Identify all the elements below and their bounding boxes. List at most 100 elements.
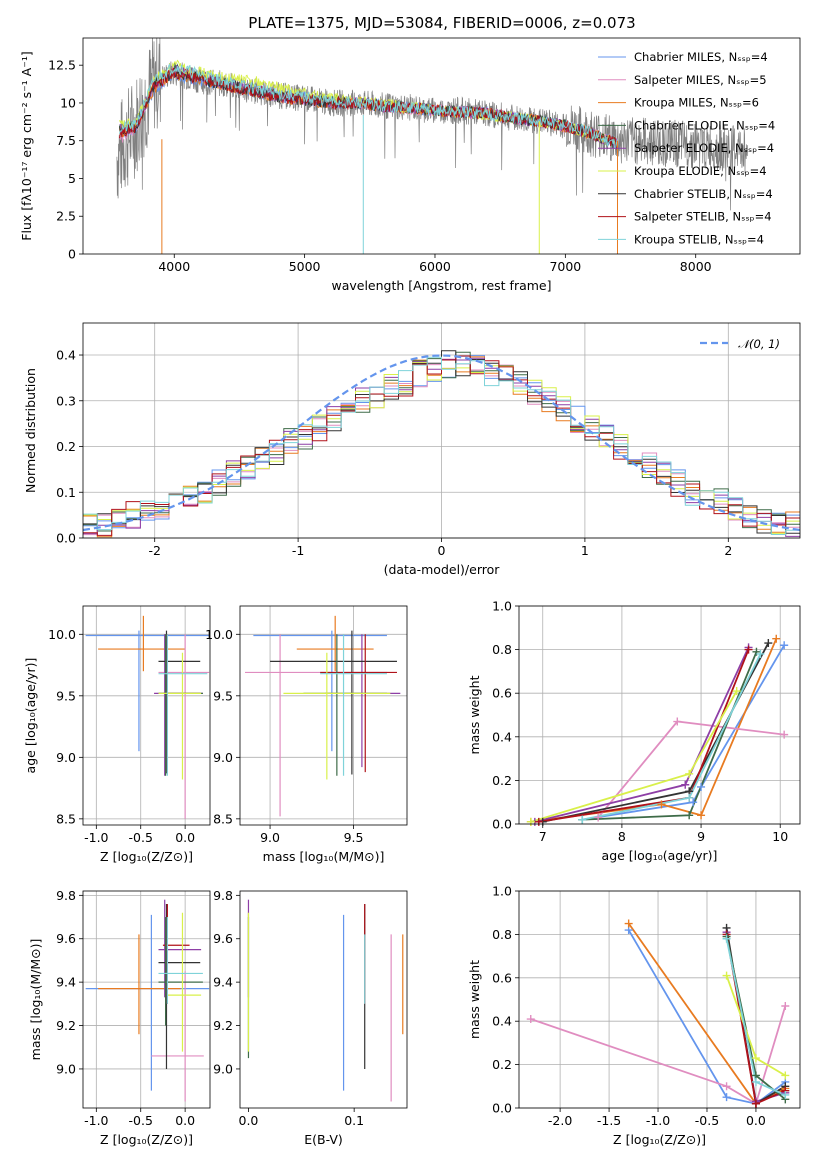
residuals-x-axis-label: (data-model)/error	[384, 562, 501, 577]
mass-vs-z-y-tick-label: 9.0	[56, 1061, 76, 1076]
mass-weight-vs-age-point-marker	[534, 817, 543, 826]
mass-vs-ebv-x-axis-label: E(B-V)	[304, 1132, 343, 1147]
age-vs-z-y-axis-label: age [log₁₀(age/yr)]	[23, 658, 38, 774]
spectrum-x-tick-label: 4000	[158, 259, 190, 274]
spectrum-y-tick-label: 10	[60, 95, 76, 110]
spectrum-legend-label: Chabrier MILES, Nₛₛₚ=4	[634, 50, 768, 64]
mass-vs-z-x-axis-label: Z [log₁₀(Z/Z⊙)]	[100, 1132, 193, 1147]
age-vs-z-x-tick-label: 0.0	[175, 830, 195, 845]
mass-vs-ebv-y-tick-label: 9.6	[213, 931, 233, 946]
spectrum-legend-label: Kroupa ELODIE, Nₛₛₚ=4	[634, 164, 767, 178]
spectrum-legend-label: Chabrier STELIB, Nₛₛₚ=4	[634, 187, 773, 201]
spectrum-y-axis-label: Flux [fλ10⁻¹⁷ erg cm⁻² s⁻¹ A⁻¹]	[19, 51, 34, 240]
spectrum-y-tick-label: 5	[68, 171, 76, 186]
mass-weight-vs-age-y-tick-label: 0.6	[492, 686, 512, 701]
mass-weight-vs-age-point-marker	[689, 798, 698, 807]
spectrum-title: PLATE=1375, MJD=53084, FIBERID=0006, z=0…	[248, 14, 635, 32]
mass-weight-vs-z-x-axis-label: Z [log₁₀(Z/Z⊙)]	[613, 1132, 706, 1147]
mass-weight-vs-age-x-tick-label: 9	[697, 829, 705, 844]
mass-vs-ebv-plot-area	[247, 899, 404, 1102]
mass-weight-vs-z-x-tick-label: -0.5	[695, 1113, 719, 1128]
mass-weight-vs-age-point-marker	[685, 811, 694, 820]
mass-weight-vs-age-point-marker	[697, 782, 706, 791]
age-vs-z-plot-area	[85, 615, 210, 819]
mass-vs-z-y-tick-label: 9.6	[56, 931, 76, 946]
residuals-y-tick-label: 0.3	[56, 393, 76, 408]
age-vs-mass-x-tick-label: 9.0	[260, 830, 280, 845]
residuals-y-tick-label: 0.4	[56, 348, 76, 363]
mass-vs-ebv-y-tick-label: 9.8	[213, 888, 233, 903]
age-vs-mass-x-tick-label: 9.5	[344, 830, 364, 845]
age-vs-z-y-tick-label: 9.0	[56, 750, 76, 765]
spectrum-x-tick-label: 8000	[680, 259, 712, 274]
mass-weight-vs-z-point-marker	[751, 1054, 760, 1063]
residuals-y-tick-label: 0.1	[56, 485, 76, 500]
age-vs-z-frame	[82, 605, 211, 826]
spectrum-legend-label: Salpeter MILES, Nₛₛₚ=5	[634, 73, 767, 87]
age-vs-mass-y-tick-label: 9.5	[213, 688, 233, 703]
mass-vs-ebv-y-tick-label: 9.2	[213, 1018, 233, 1033]
mass-weight-vs-age-x-axis-label: age [log₁₀(age/yr)]	[602, 848, 718, 863]
residual-legend-label: 𝒩(0, 1)	[738, 337, 780, 351]
age-vs-z-y-tick-label: 10.0	[48, 627, 76, 642]
residuals-plot-area	[83, 350, 800, 538]
mass-weight-vs-age-point-marker	[681, 780, 690, 789]
mass-vs-z-y-tick-label: 9.2	[56, 1018, 76, 1033]
age-vs-mass-y-tick-label: 9.0	[213, 750, 233, 765]
residuals-x-tick-label: 1	[581, 543, 589, 558]
mass-weight-vs-age-plot-area	[530, 638, 785, 823]
mass-weight-vs-age-x-tick-label: 10	[772, 829, 788, 844]
mass-weight-vs-z-y-tick-label: 1.0	[492, 884, 512, 899]
residuals-y-tick-label: 0.2	[56, 439, 76, 454]
mass-vs-ebv-y-tick-label: 9.0	[213, 1061, 233, 1076]
mass-weight-vs-z-point-marker	[751, 1077, 760, 1086]
mass-vs-ebv-y-tick-label: 9.4	[213, 975, 233, 990]
mass-weight-vs-z-x-tick-label: 0.0	[746, 1113, 766, 1128]
spectrum-data-line	[116, 38, 749, 211]
mass-weight-vs-z-y-tick-label: 0.0	[492, 1101, 512, 1116]
spectrum-x-tick-label: 5000	[289, 259, 321, 274]
spectrum-x-tick-label: 6000	[419, 259, 451, 274]
age-vs-mass-frame	[239, 605, 408, 826]
mass-weight-vs-z-point-marker	[722, 934, 731, 943]
residuals-x-tick-label: 0	[438, 543, 446, 558]
mass-weight-vs-z-x-tick-label: -2.0	[548, 1113, 572, 1128]
spectrum-frame	[82, 37, 801, 255]
mass-weight-vs-age-point-marker	[756, 649, 765, 658]
mass-weight-vs-age-point-marker	[764, 639, 773, 648]
mass-weight-vs-z-series-line	[627, 929, 786, 1105]
age-vs-mass-plot-area	[245, 615, 401, 817]
mass-weight-vs-age-y-axis-label: mass weight	[467, 675, 482, 754]
spectrum-x-axis-label: wavelength [Angstrom, rest frame]	[331, 278, 551, 293]
spectrum-y-tick-label: 7.5	[56, 133, 76, 148]
mass-weight-vs-z-point-marker	[781, 1002, 790, 1011]
residuals-y-tick-label: 0.0	[56, 531, 76, 546]
mass-vs-z-x-tick-label: -0.5	[129, 1113, 153, 1128]
mass-vs-z-plot-area	[85, 899, 210, 1102]
mass-weight-vs-age-point-marker	[780, 641, 789, 650]
age-vs-z-x-tick-label: -1.0	[84, 830, 108, 845]
age-vs-mass-y-tick-label: 10.0	[205, 627, 233, 642]
age-vs-z-y-tick-label: 8.5	[56, 811, 76, 826]
residuals-x-tick-label: 2	[724, 543, 732, 558]
mass-weight-vs-age-y-tick-label: 1.0	[492, 599, 512, 614]
panel-age-vs-z: -1.0 -0.5 0.0 8.5 9.0 9.5 10.0 Z [log₁₀(Z/Z⊙)] a…	[23, 605, 211, 864]
mass-weight-vs-age-series-line	[538, 649, 750, 823]
spectrum-legend-label: Kroupa MILES, Nₛₛₚ=6	[634, 96, 759, 110]
spectrum-legend-label: Salpeter ELODIE, Nₛₛₚ=4	[634, 141, 774, 155]
panel-mass-vs-ebv: 0.0 0.1 9.0 9.2 9.4 9.6 9.8 E(B-V)	[213, 888, 408, 1147]
spectrum-y-tick-label: 2.5	[56, 209, 76, 224]
mass-weight-vs-age-point-marker	[744, 645, 753, 654]
mass-vs-ebv-x-tick-label: 0.1	[344, 1113, 364, 1128]
residuals-y-axis-label: Normed distribution	[23, 368, 38, 493]
mass-weight-vs-z-y-tick-label: 0.8	[492, 927, 512, 942]
mass-weight-vs-z-x-tick-label: -1.5	[597, 1113, 621, 1128]
mass-weight-vs-z-point-marker	[722, 971, 731, 980]
mass-weight-vs-z-point-marker	[722, 1082, 731, 1091]
age-vs-mass-x-axis-label: mass [log₁₀(M/M⊙)]	[263, 849, 385, 864]
mass-weight-vs-age-point-marker	[526, 817, 535, 826]
mass-weight-vs-age-point-marker	[780, 730, 789, 739]
mass-weight-vs-age-point-marker	[657, 800, 666, 809]
mass-weight-vs-z-point-marker	[624, 919, 633, 928]
age-vs-z-y-tick-label: 9.5	[56, 688, 76, 703]
